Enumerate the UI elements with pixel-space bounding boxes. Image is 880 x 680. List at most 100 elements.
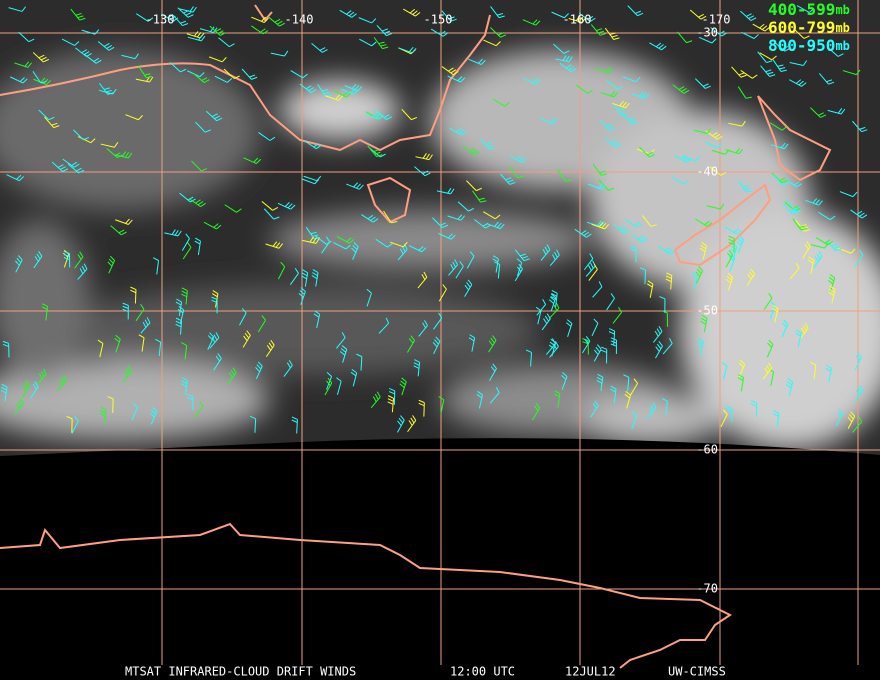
barb-flag xyxy=(517,175,524,179)
barb-flag xyxy=(2,340,9,344)
barb-shaft xyxy=(759,52,773,61)
barb-flag xyxy=(83,136,90,141)
barb-flag xyxy=(498,15,505,19)
barb-flag xyxy=(857,387,862,394)
barb-shaft xyxy=(699,341,704,356)
barb-shaft xyxy=(462,146,475,156)
barb-shaft xyxy=(365,113,380,120)
barb-flag xyxy=(105,89,112,93)
barb-shaft xyxy=(367,145,377,157)
latitude-label: -40 xyxy=(696,165,718,179)
barb-shaft xyxy=(179,192,191,203)
barb-shaft xyxy=(56,380,67,392)
barb-shaft xyxy=(397,248,408,261)
barb-flag xyxy=(336,377,342,382)
barb-flag xyxy=(795,79,802,84)
barb-flag xyxy=(476,394,483,399)
barb-flag xyxy=(402,241,408,248)
longitude-label: -140 xyxy=(285,13,314,27)
barb-flag xyxy=(495,214,501,220)
barb-flag xyxy=(155,338,161,343)
barb-flag xyxy=(57,164,64,168)
barb-flag xyxy=(197,201,204,206)
barb-flag xyxy=(859,212,865,217)
legend-unit: mb xyxy=(835,39,849,53)
barb-shaft xyxy=(702,245,707,260)
barb-shaft xyxy=(792,218,802,231)
barb-shaft xyxy=(839,191,854,198)
barb-shaft xyxy=(646,407,657,419)
barb-flag xyxy=(63,374,67,381)
barb-flag xyxy=(350,371,357,377)
barb-flag xyxy=(683,180,689,185)
barb-shaft xyxy=(468,58,482,65)
barb-flag xyxy=(399,383,405,389)
barb-flag xyxy=(855,69,861,75)
barb-flag xyxy=(100,409,106,414)
barb-flag xyxy=(220,32,226,36)
barb-flag xyxy=(199,401,204,407)
barb-flag xyxy=(214,115,221,120)
barb-flag xyxy=(549,118,555,124)
barb-shaft xyxy=(114,154,129,159)
barb-flag xyxy=(764,26,770,32)
barb-flag xyxy=(551,293,558,297)
barb-flag xyxy=(400,415,405,421)
barb-flag xyxy=(316,175,322,181)
barb-shaft xyxy=(303,175,318,182)
barb-flag xyxy=(352,244,358,250)
barb-flag xyxy=(284,202,290,207)
barb-shaft xyxy=(831,289,836,304)
barb-shaft xyxy=(138,65,147,78)
barb-flag xyxy=(447,233,453,239)
barb-flag xyxy=(177,230,182,237)
barb-shaft xyxy=(588,269,598,281)
barb-flag xyxy=(480,200,487,203)
barb-flag xyxy=(552,119,558,125)
barb-shaft xyxy=(629,383,639,396)
barb-shaft xyxy=(300,291,306,305)
barb-flag xyxy=(193,31,199,37)
barb-flag xyxy=(627,116,634,121)
barb-flag xyxy=(287,203,293,209)
barb-flag xyxy=(442,224,449,229)
barb-flag xyxy=(589,17,596,22)
barb-shaft xyxy=(38,109,50,121)
barb-flag xyxy=(691,275,697,280)
barb-flag xyxy=(598,30,605,34)
barb-flag xyxy=(795,332,801,337)
barb-flag xyxy=(386,116,392,121)
barb-flag xyxy=(601,346,607,350)
barb-flag xyxy=(261,315,266,321)
barb-flag xyxy=(594,400,599,406)
barb-flag xyxy=(171,229,176,235)
barb-shaft xyxy=(695,218,708,227)
barb-shaft xyxy=(84,54,97,64)
barb-shaft xyxy=(407,340,415,353)
latitude-label: -30 xyxy=(696,26,718,40)
labels: -130 -140 -150 -160 -170-30 -40 -50 -60 -70 400-5… xyxy=(125,0,850,679)
barb-flag xyxy=(604,223,610,230)
barb-flag xyxy=(593,318,599,324)
barb-flag xyxy=(711,38,717,44)
barb-flag xyxy=(256,364,262,370)
barb-shaft xyxy=(854,357,862,371)
barb-flag xyxy=(551,338,556,345)
barb-flag xyxy=(388,391,395,395)
barb-shaft xyxy=(179,8,194,13)
barb-flag xyxy=(195,237,201,242)
barb-flag xyxy=(108,46,115,51)
barb-shaft xyxy=(108,260,116,274)
barb-flag xyxy=(432,342,438,348)
barb-flag xyxy=(801,82,807,87)
barb-flag xyxy=(748,15,755,19)
barb-flag xyxy=(310,231,317,235)
barb-shaft xyxy=(51,161,63,172)
barb-shaft xyxy=(805,199,819,206)
barb-shaft xyxy=(436,190,451,195)
barb-flag xyxy=(535,79,541,85)
barb-shaft xyxy=(99,343,104,358)
barb-flag xyxy=(348,239,355,244)
barb-flag xyxy=(837,53,844,57)
barb-flag xyxy=(181,342,187,346)
